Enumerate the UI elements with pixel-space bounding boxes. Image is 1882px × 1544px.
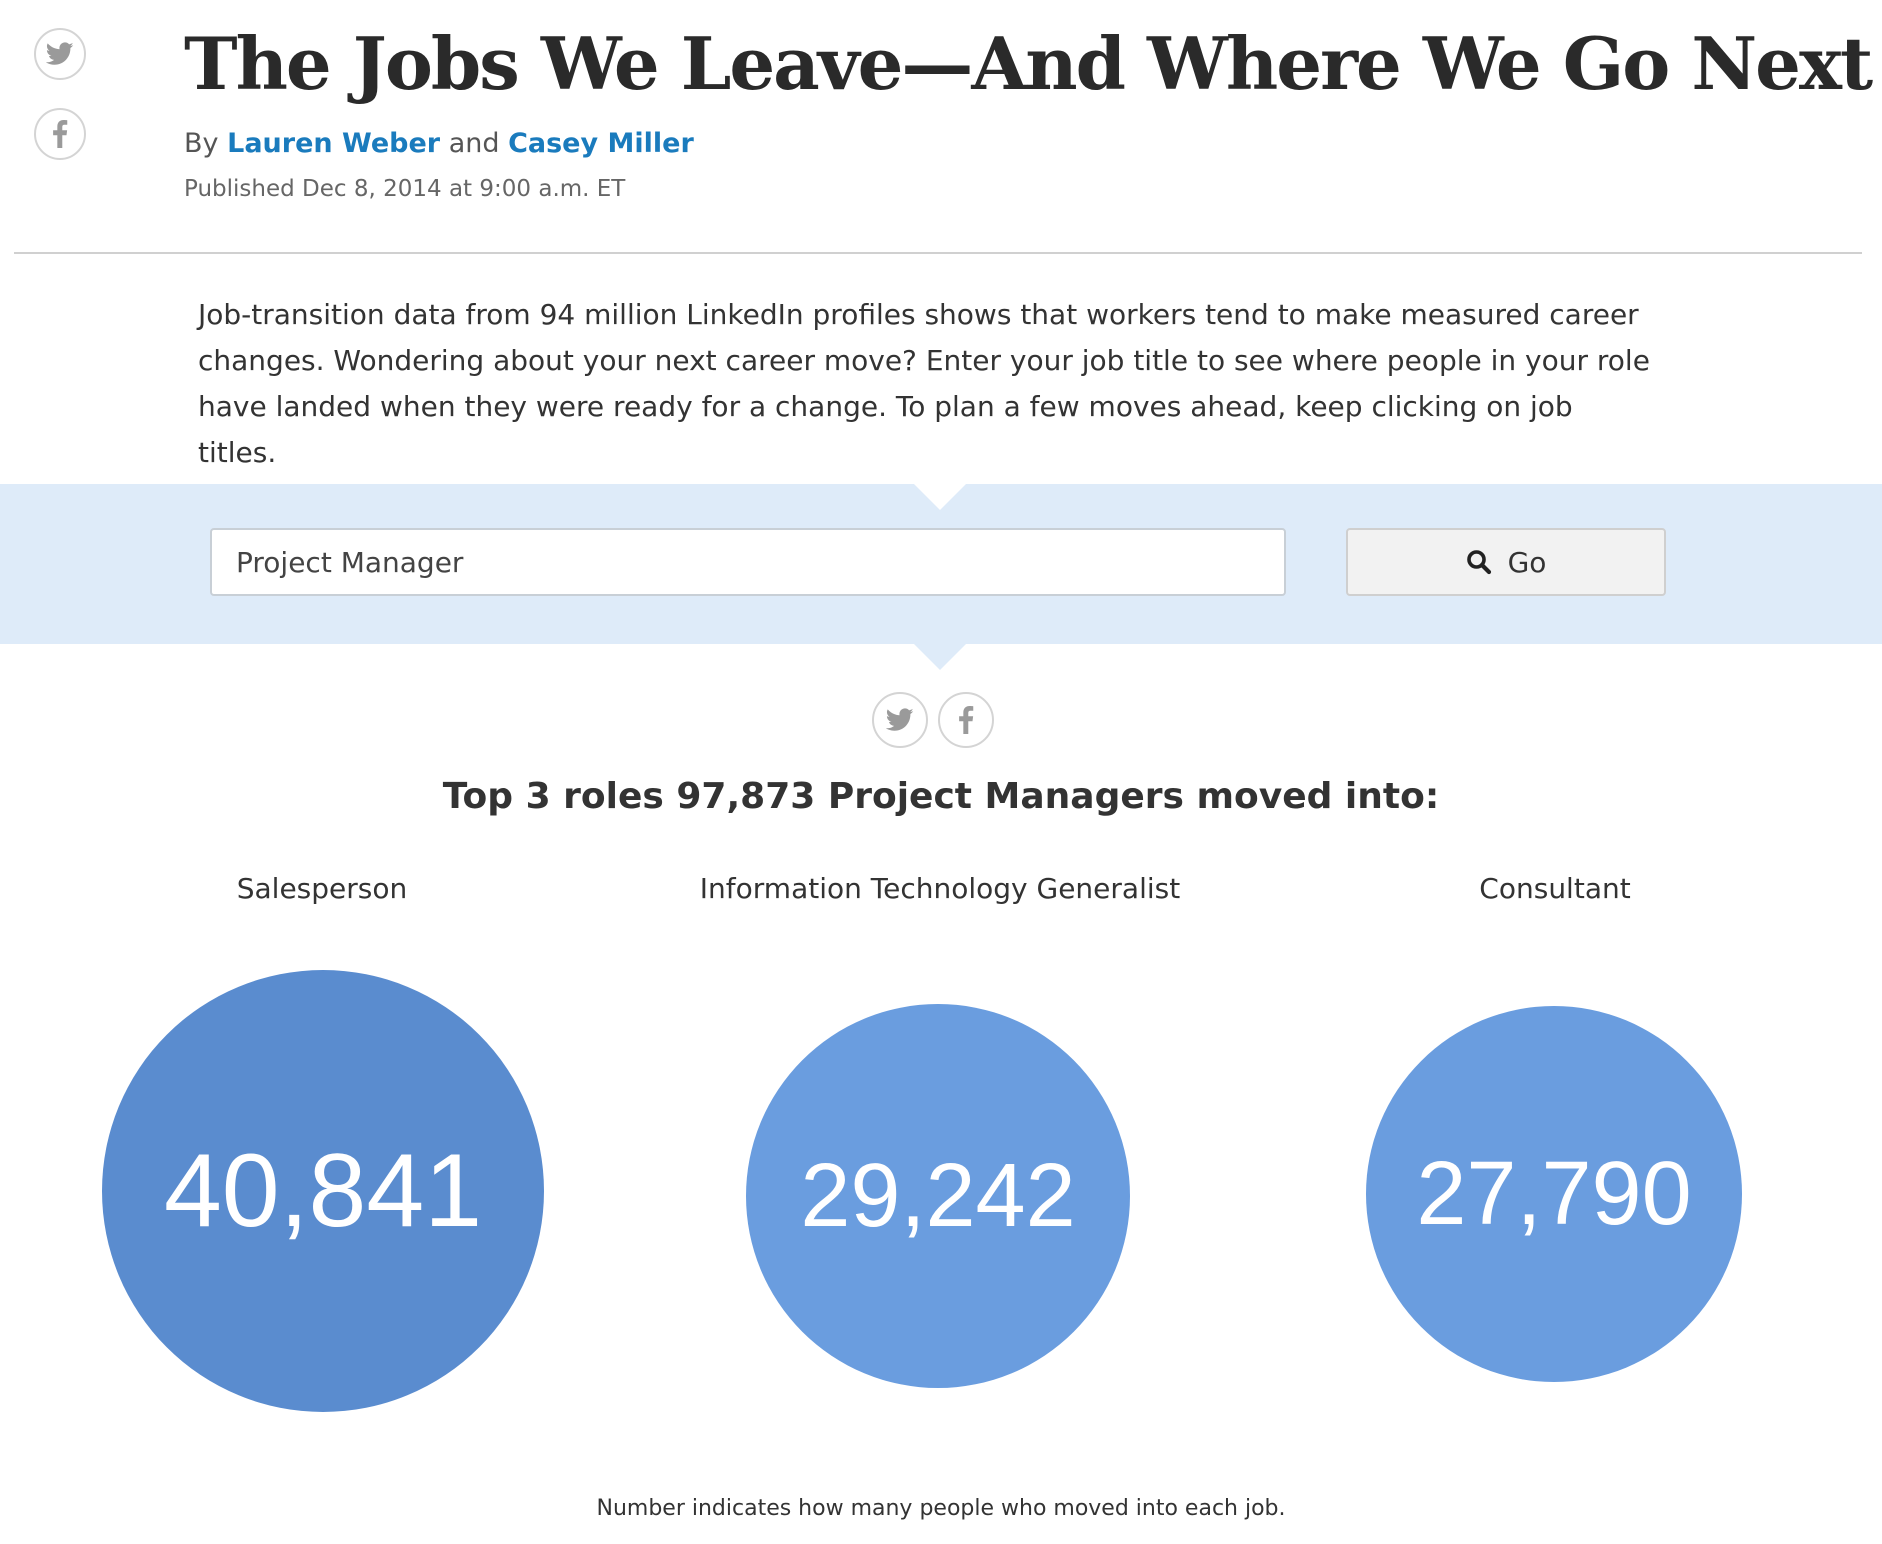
role-label-consultant[interactable]: Consultant	[1479, 872, 1631, 905]
facebook-share-button[interactable]	[34, 108, 86, 160]
intro-paragraph: Job-transition data from 94 million Link…	[198, 298, 1650, 469]
twitter-bird-icon	[886, 708, 914, 731]
twitter-bird-icon	[46, 42, 74, 65]
role-count: 27,790	[1416, 1143, 1692, 1244]
byline-prefix: By	[184, 128, 219, 159]
results-twitter-share-button[interactable]	[872, 692, 928, 748]
publish-date: Published Dec 8, 2014 at 9:00 a.m. ET	[184, 176, 626, 202]
results-footnote: Number indicates how many people who mov…	[596, 1496, 1286, 1521]
twitter-share-button[interactable]	[34, 28, 86, 80]
header-divider	[14, 252, 1862, 254]
go-button-label: Go	[1507, 545, 1547, 579]
results-share	[872, 692, 994, 748]
results-heading: Top 3 roles 97,873 Project Managers move…	[442, 776, 1440, 817]
search-band-bottom-notch	[914, 644, 966, 670]
article-headline: The Jobs We Leave—And Where We Go Next	[184, 21, 1873, 106]
role-count: 40,841	[163, 1132, 483, 1249]
role-bubble-it-generalist[interactable]: 29,242	[746, 1004, 1130, 1388]
go-button[interactable]: Go	[1346, 528, 1666, 596]
search-icon	[1466, 550, 1491, 575]
role-bubble-salesperson[interactable]: 40,841	[102, 970, 544, 1412]
author-link-casey-miller[interactable]: Casey Miller	[508, 128, 694, 159]
role-bubble-consultant[interactable]: 27,790	[1366, 1006, 1742, 1382]
byline: By Lauren Weber and Casey Miller	[184, 128, 694, 159]
share-rail	[34, 28, 86, 188]
author-link-lauren-weber[interactable]: Lauren Weber	[227, 128, 441, 159]
role-label-salesperson[interactable]: Salesperson	[236, 872, 408, 905]
results-facebook-share-button[interactable]	[938, 692, 994, 748]
job-title-search-input[interactable]	[210, 528, 1286, 596]
role-label-it-generalist[interactable]: Information Technology Generalist	[699, 872, 1181, 905]
role-count: 29,242	[800, 1145, 1076, 1246]
byline-joiner: and	[448, 128, 500, 159]
facebook-f-icon	[959, 706, 974, 734]
search-band-top-notch	[914, 484, 966, 510]
facebook-f-icon	[53, 120, 68, 148]
